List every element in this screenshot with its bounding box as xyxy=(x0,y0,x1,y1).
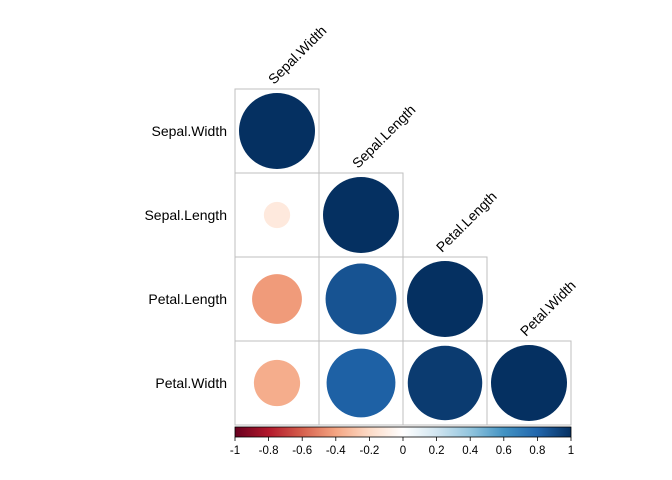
colorbar-tick-label: -0.4 xyxy=(326,445,346,457)
colorbar-tick-label: -1 xyxy=(230,445,240,457)
cell-grid xyxy=(234,88,572,426)
colorbar-tick-label: -0.2 xyxy=(359,445,379,457)
colorbar-tick-label: 0.4 xyxy=(462,445,479,457)
colorbar-tick-label: 0.8 xyxy=(529,445,545,457)
colorbar-tick-label: 0 xyxy=(400,445,406,457)
colorbar-tick-label: 1 xyxy=(568,445,574,457)
correlation-circle xyxy=(252,274,302,324)
colorbar-tick-label: -0.8 xyxy=(259,445,279,457)
row-label: Sepal.Width xyxy=(152,123,227,139)
correlation-circle xyxy=(239,93,315,169)
colorbar-tick-label: 0.6 xyxy=(496,445,512,457)
colorbar-tick-label: -0.6 xyxy=(292,445,312,457)
row-label: Petal.Width xyxy=(155,375,227,391)
correlation-circles xyxy=(239,93,567,421)
correlation-circle xyxy=(407,261,483,337)
column-label: Sepal.Length xyxy=(349,101,419,171)
row-labels: Sepal.Width Sepal.Length Petal.Length Petal… xyxy=(144,123,227,391)
row-label: Petal.Length xyxy=(148,291,227,307)
correlation-circle xyxy=(407,345,483,421)
column-label: Petal.Length xyxy=(433,188,500,255)
correlation-circle xyxy=(326,348,396,418)
correlation-circle xyxy=(323,177,399,253)
row-label: Sepal.Length xyxy=(144,207,227,223)
column-label: Sepal.Width xyxy=(265,22,330,87)
column-label: Petal.Width xyxy=(517,277,579,339)
colorbar-gradient xyxy=(234,426,572,438)
correlation-circle xyxy=(253,359,301,407)
grid-cell xyxy=(486,340,572,426)
correlation-circle xyxy=(325,263,397,335)
colorbar-ticks: -1 -0.8 -0.6 -0.4 -0.2 0 0.2 0.4 0.6 0.8 1 xyxy=(230,437,574,457)
colorbar-tick-label: 0.2 xyxy=(429,445,445,457)
correlation-circle xyxy=(263,201,291,229)
colorbar: -1 -0.8 -0.6 -0.4 -0.2 0 0.2 0.4 0.6 0.8 1 xyxy=(230,426,574,457)
correlation-circle xyxy=(491,345,567,421)
